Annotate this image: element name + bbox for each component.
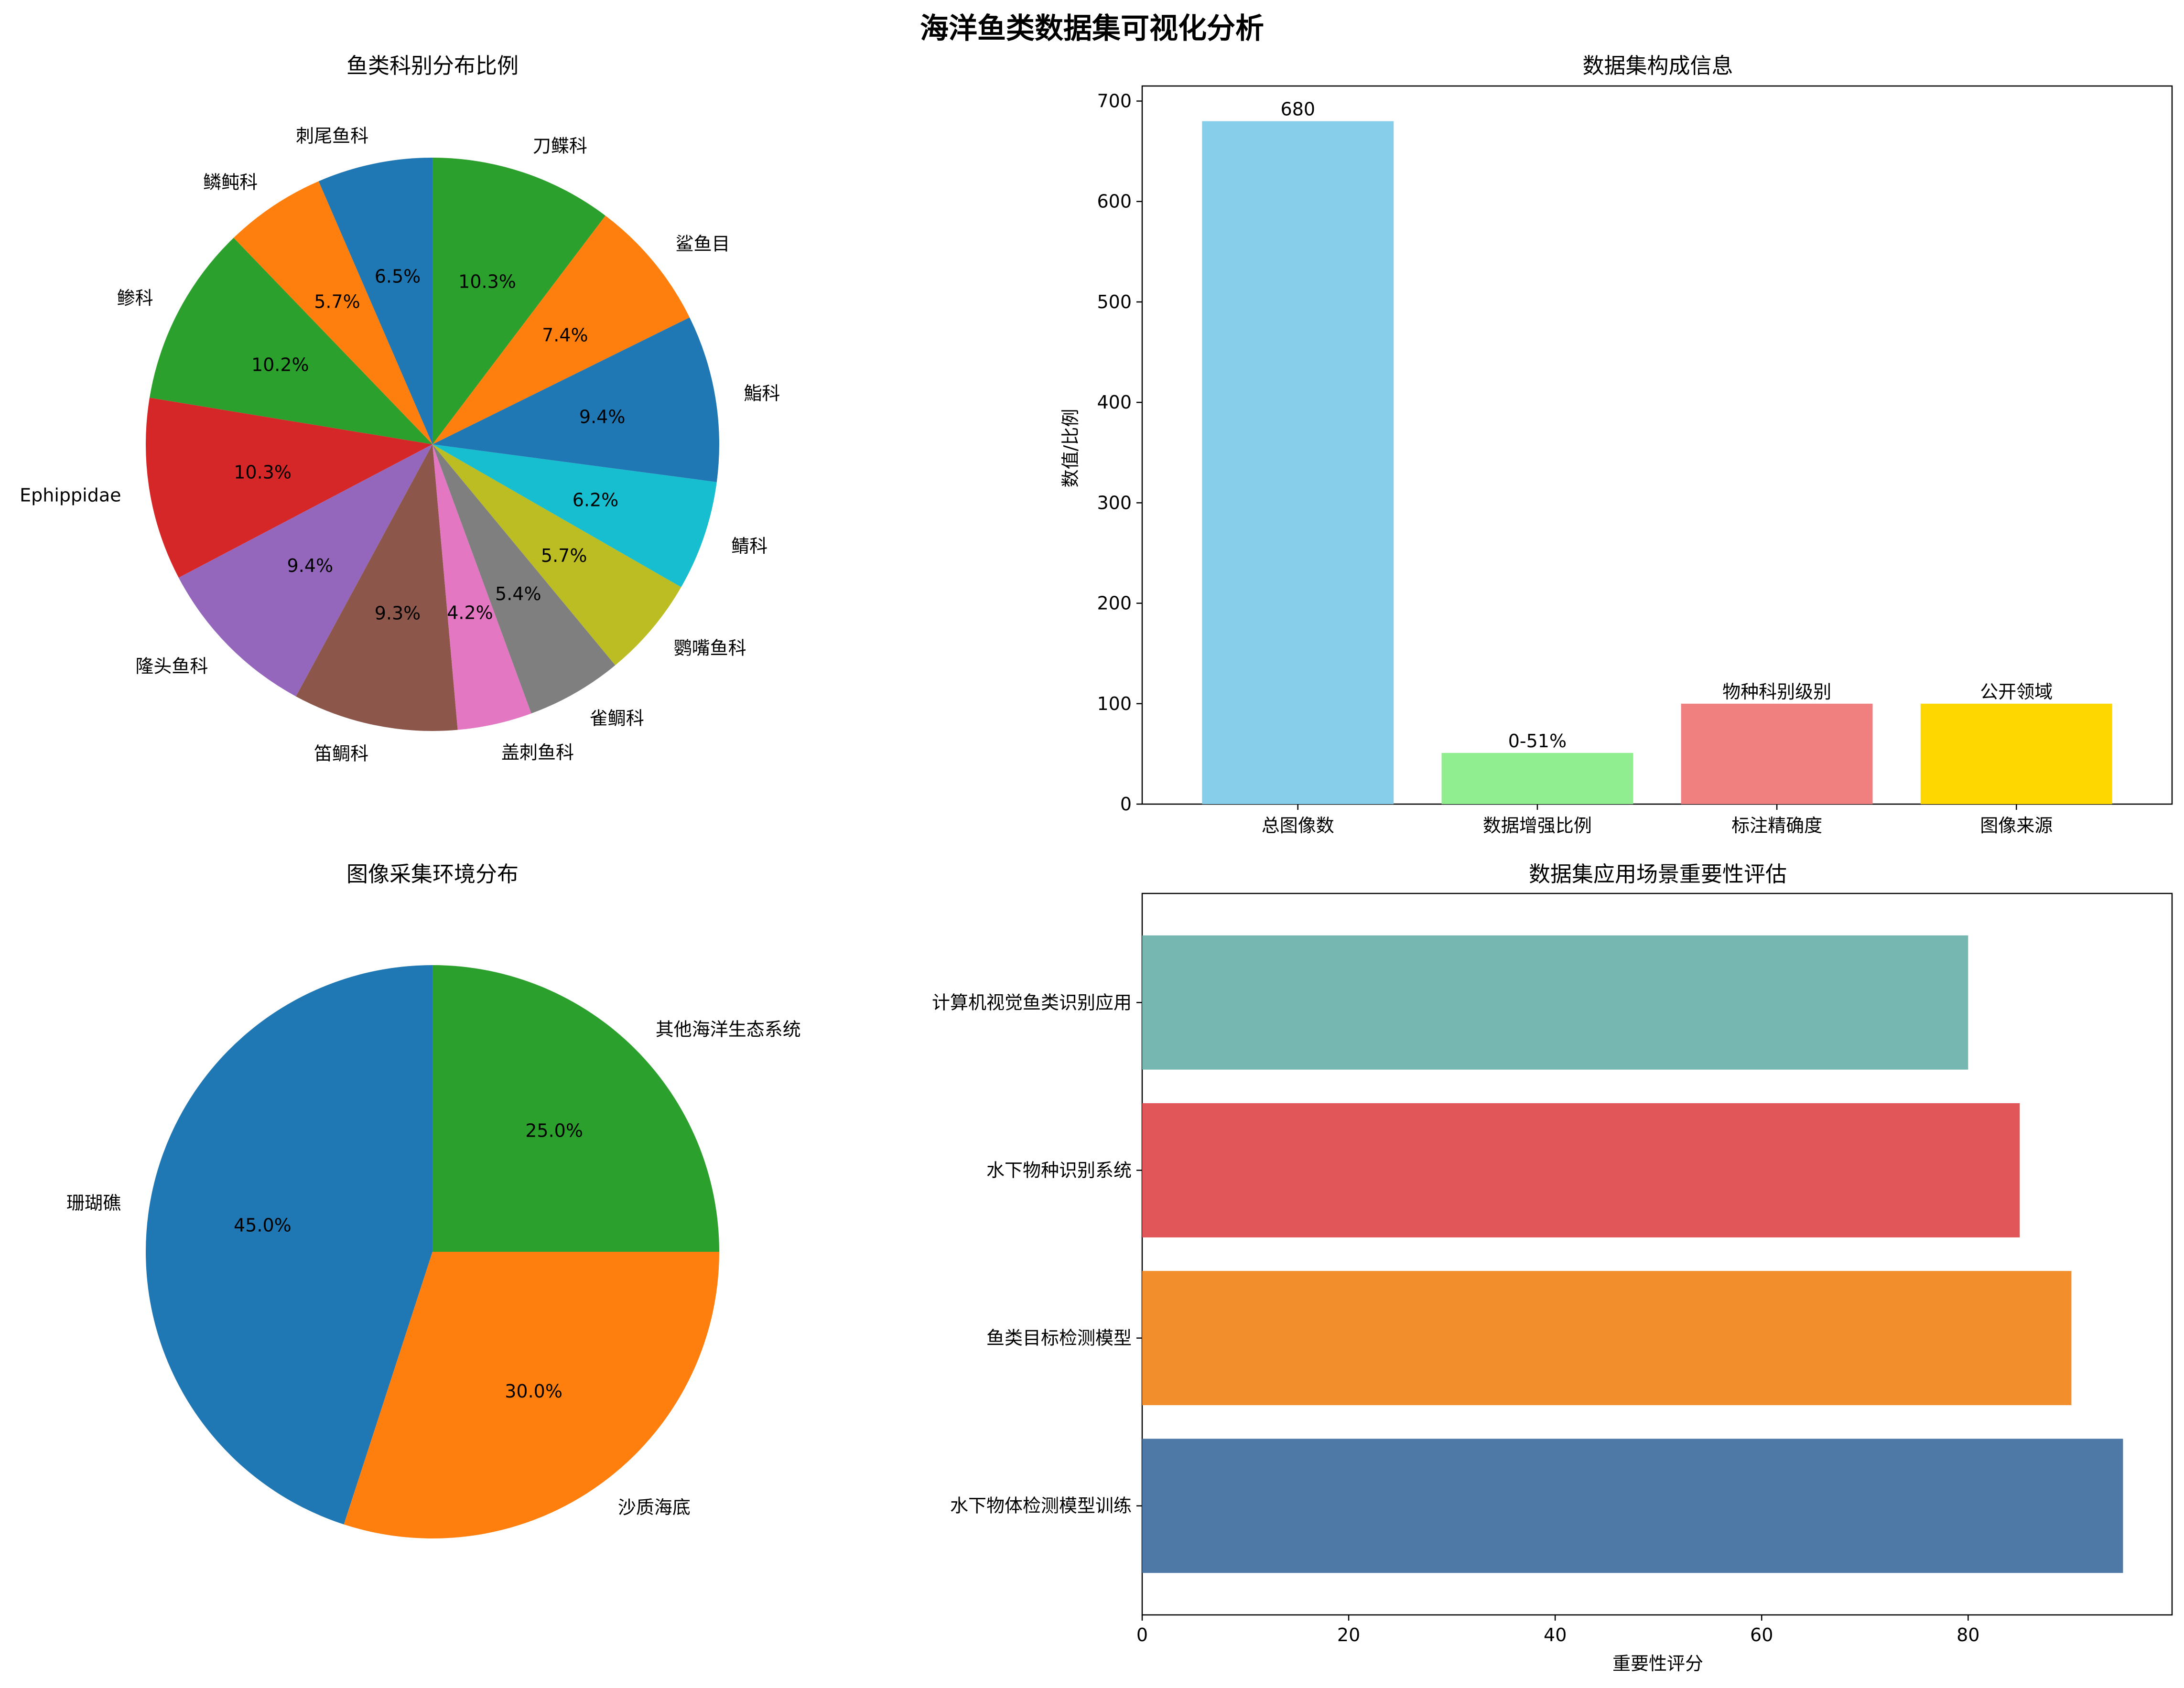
dataset-composition-bar [1920, 703, 2112, 804]
environment-pie-slice-category-label: 珊瑚礁 [66, 1193, 121, 1214]
dataset-composition-bar [1202, 121, 1394, 805]
dataset-composition-title: 数据集构成信息 [1582, 53, 1733, 78]
x-axis-tick-label: 80 [1957, 1624, 1979, 1645]
fish-family-pie-slice-category-label: 鲭科 [731, 536, 768, 557]
y-axis-tick-label: 100 [1097, 693, 1132, 714]
fish-family-pie-slice-percent-label: 9.4% [579, 407, 626, 428]
fish-family-pie-slice-category-label: 雀鲷科 [590, 708, 644, 729]
fish-family-pie-slice [146, 398, 433, 578]
fish-family-pie-slice [178, 444, 432, 697]
fish-family-pie-slice [432, 317, 719, 482]
fish-family-pie-slice-percent-label: 10.3% [234, 462, 292, 483]
fish-family-pie-slice-percent-label: 4.2% [447, 602, 493, 623]
fish-family-pie-slice-category-label: 刺尾鱼科 [296, 126, 368, 147]
environment-pie-slice [146, 965, 433, 1525]
fish-family-pie-slice-percent-label: 9.3% [375, 603, 421, 624]
y-axis-tick-label: 水下物体检测模型训练 [950, 1495, 1132, 1516]
fish-family-pie-slice-percent-label: 5.4% [495, 583, 541, 604]
environment-pie-title: 图像采集环境分布 [346, 861, 519, 887]
y-axis-tick-label: 300 [1097, 492, 1132, 513]
figure-title: 海洋鱼类数据集可视化分析 [920, 12, 1264, 45]
fish-family-pie-slice-percent-label: 6.5% [375, 266, 421, 287]
environment-pie-slice-percent-label: 30.0% [505, 1381, 562, 1402]
fish-family-pie-slice [296, 444, 458, 731]
environment-pie-slice-percent-label: 25.0% [525, 1120, 583, 1141]
environment-pie-slice-category-label: 沙质海底 [618, 1497, 691, 1518]
fish-family-pie-slice-percent-label: 9.4% [287, 555, 334, 576]
dataset-composition-bar-chart: 数据集构成信息 数值/比例 0 100 200 300 400 500 600 700 680 总… [1060, 53, 2173, 836]
fish-family-pie-slice [432, 444, 717, 587]
bar-value-label: 公开领域 [1980, 681, 2053, 702]
fish-family-pie-slice-category-label: 鮨科 [744, 383, 780, 404]
bar-value-label: 680 [1281, 99, 1316, 120]
fish-family-pie-slice-category-label: 笛鲷科 [314, 743, 368, 764]
environment-pie-slice [344, 1252, 719, 1538]
y-axis-tick-label: 计算机视觉鱼类识别应用 [932, 992, 1132, 1013]
fish-family-pie-slice-category-label: 刀鲽科 [533, 135, 587, 156]
application-importance-xlabel: 重要性评分 [1612, 1653, 1703, 1674]
fish-family-pie-title: 鱼类科别分布比例 [346, 53, 519, 78]
fish-family-pie-slice [432, 215, 690, 444]
environment-pie-slice-percent-label: 45.0% [234, 1215, 292, 1236]
x-axis-tick-label: 标注精确度 [1731, 815, 1822, 836]
fish-family-pie-slice [233, 181, 432, 445]
fish-family-pie-chart: 鱼类科别分布比例 6.5% 刺尾鱼科 5.7% 鳞鲀科 10.2% 鲹科 10.3% Ephi… [20, 53, 780, 764]
dataset-composition-bar [1681, 703, 1873, 804]
x-axis-tick-label: 数据增强比例 [1483, 815, 1592, 836]
bar-value-label: 0-51% [1508, 731, 1567, 752]
fish-family-pie-slice [318, 158, 432, 444]
y-axis-tick-label: 700 [1097, 91, 1132, 112]
x-axis-tick-label: 0 [1136, 1624, 1148, 1645]
y-axis-tick-label: 500 [1097, 291, 1132, 312]
application-importance-bar [1142, 1271, 2072, 1405]
application-importance-bar [1142, 1103, 2020, 1237]
y-axis-tick-label: 200 [1097, 593, 1132, 614]
fish-family-pie-slice-percent-label: 7.4% [542, 325, 588, 346]
fish-family-pie-slice [432, 158, 605, 444]
y-axis-tick-label: 鱼类目标检测模型 [986, 1328, 1132, 1349]
fish-family-pie-slice-percent-label: 10.2% [251, 355, 309, 376]
fish-family-pie-slice [432, 444, 681, 666]
fish-family-pie-slice-percent-label: 10.3% [458, 271, 516, 292]
dataset-composition-ylabel: 数值/比例 [1060, 409, 1081, 488]
fish-family-pie-slice-percent-label: 5.7% [314, 291, 360, 312]
application-importance-bar [1142, 1439, 2123, 1573]
application-importance-plot-frame [1141, 892, 2173, 1616]
environment-pie-slice [432, 965, 719, 1252]
fish-family-pie-slice-category-label: 鲨鱼目 [676, 233, 730, 254]
fish-family-pie-slice-percent-label: 5.7% [541, 545, 587, 566]
fish-family-pie-slice [149, 237, 432, 444]
dataset-composition-bar [1441, 753, 1633, 804]
fish-family-pie-slice-category-label: 鲹科 [117, 288, 153, 309]
fish-family-pie-slice-category-label: 隆头鱼科 [135, 656, 208, 677]
fish-family-pie-slice-category-label: 盖刺鱼科 [501, 742, 574, 763]
application-importance-title: 数据集应用场景重要性评估 [1529, 861, 1787, 887]
y-axis-tick-label: 400 [1097, 392, 1132, 413]
application-importance-bar [1142, 935, 1968, 1070]
y-axis-tick-label: 水下物种识别系统 [986, 1160, 1132, 1181]
fish-family-pie-slice-category-label: 鹦嘴鱼科 [674, 638, 746, 659]
x-axis-tick-label: 总图像数 [1262, 815, 1334, 836]
x-axis-tick-label: 40 [1544, 1624, 1567, 1645]
environment-pie-slice-category-label: 其他海洋生态系统 [656, 1019, 801, 1040]
y-axis-tick-label: 600 [1097, 191, 1132, 212]
bar-value-label: 物种科别级别 [1722, 681, 1831, 702]
x-axis-tick-label: 图像来源 [1980, 815, 2053, 836]
fish-family-pie-slice [432, 444, 616, 714]
fish-family-pie-slice [432, 444, 531, 730]
environment-pie-chart: 图像采集环境分布 45.0% 珊瑚礁 30.0% 沙质海底 25.0% 其他海洋生态系统 [66, 861, 801, 1538]
fish-family-pie-slice-category-label: 鳞鲀科 [203, 172, 258, 193]
dataset-composition-plot-frame [1141, 85, 2173, 805]
application-importance-bar-chart: 数据集应用场景重要性评估 重要性评分 0 20 40 60 80 水下物体检测模型训练 鱼类… [932, 861, 2173, 1674]
y-axis-tick-label: 0 [1120, 794, 1132, 815]
x-axis-tick-label: 60 [1750, 1624, 1773, 1645]
fish-family-pie-slice-category-label: Ephippidae [20, 484, 121, 505]
x-axis-tick-label: 20 [1337, 1624, 1360, 1645]
fish-family-pie-slice-percent-label: 6.2% [573, 490, 619, 511]
